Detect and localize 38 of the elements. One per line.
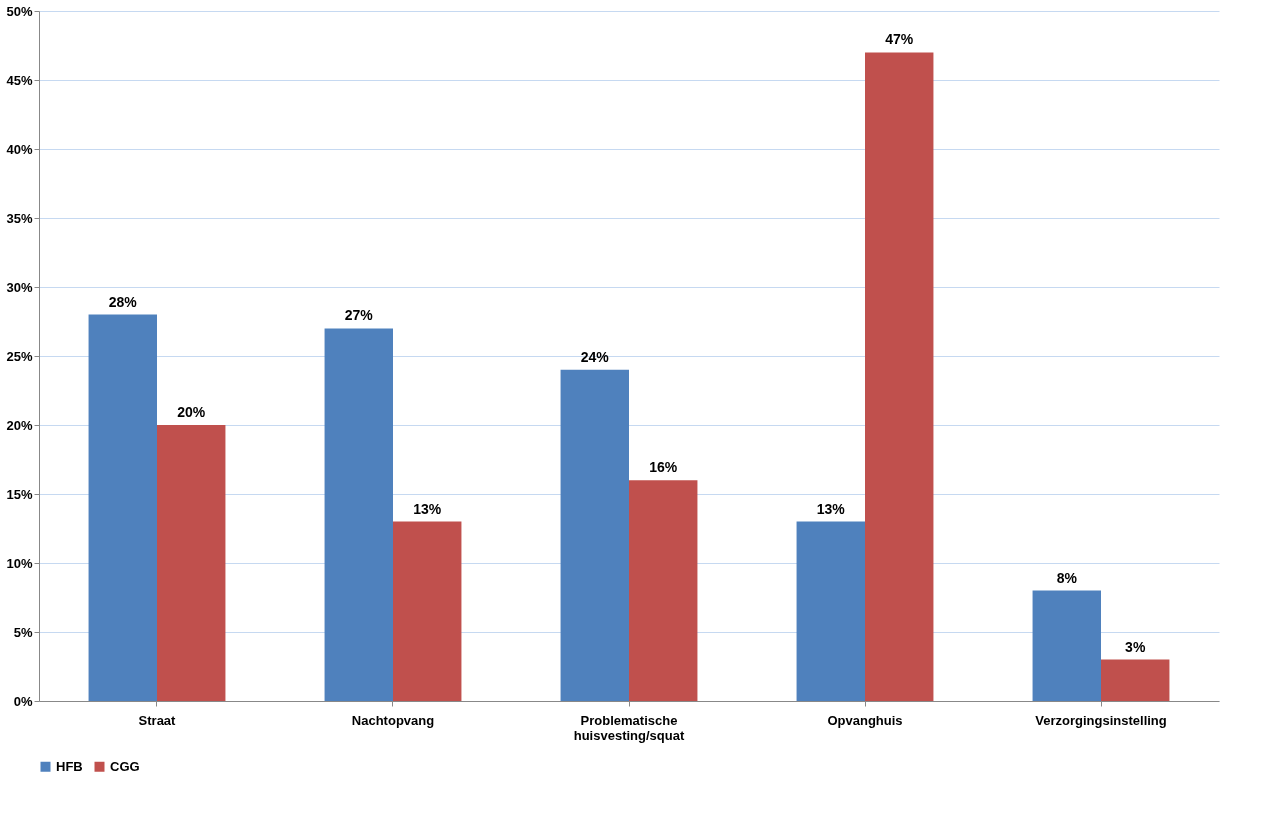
data-label: 13%	[413, 500, 442, 517]
bar	[324, 328, 393, 701]
bar	[629, 480, 698, 701]
y-tick-label: 40%	[6, 141, 33, 157]
x-tick-label: Opvanghuis	[827, 712, 903, 728]
y-tick-label: 50%	[6, 3, 33, 19]
y-tick-label: 35%	[6, 210, 33, 226]
data-label: 27%	[344, 307, 374, 324]
x-tick-label: Verzorgingsinstelling	[1035, 712, 1167, 728]
legend-label: CGG	[110, 758, 140, 774]
bar	[1032, 590, 1101, 701]
bar	[796, 521, 865, 701]
bar	[88, 314, 157, 701]
y-tick-label: 25%	[6, 348, 33, 364]
data-label: 3%	[1125, 638, 1146, 655]
bar	[1101, 659, 1170, 701]
data-label: 8%	[1056, 569, 1078, 586]
bar	[865, 52, 934, 701]
y-tick-label: 20%	[6, 417, 33, 433]
y-tick-label: 15%	[6, 486, 33, 502]
bar	[393, 521, 462, 701]
x-tick-label: Straat	[138, 712, 177, 728]
y-tick-label: 5%	[13, 624, 33, 640]
y-tick-label: 30%	[6, 279, 33, 295]
bar	[560, 369, 629, 701]
data-label: 20%	[177, 404, 206, 420]
data-label: 28%	[108, 293, 138, 310]
y-tick-label: 45%	[6, 72, 33, 88]
x-tick-label: Nachtopvang	[351, 712, 435, 728]
data-label: 13%	[816, 500, 846, 517]
bar	[157, 425, 226, 701]
y-tick-label: 10%	[6, 555, 33, 571]
data-label: 47%	[885, 31, 914, 48]
y-tick-label: 0%	[13, 693, 33, 709]
data-label: 16%	[649, 459, 678, 476]
x-tick-label: Problematische huisvesting/squat	[573, 712, 685, 743]
legend-label: HFB	[56, 758, 83, 774]
data-label: 24%	[580, 348, 610, 365]
